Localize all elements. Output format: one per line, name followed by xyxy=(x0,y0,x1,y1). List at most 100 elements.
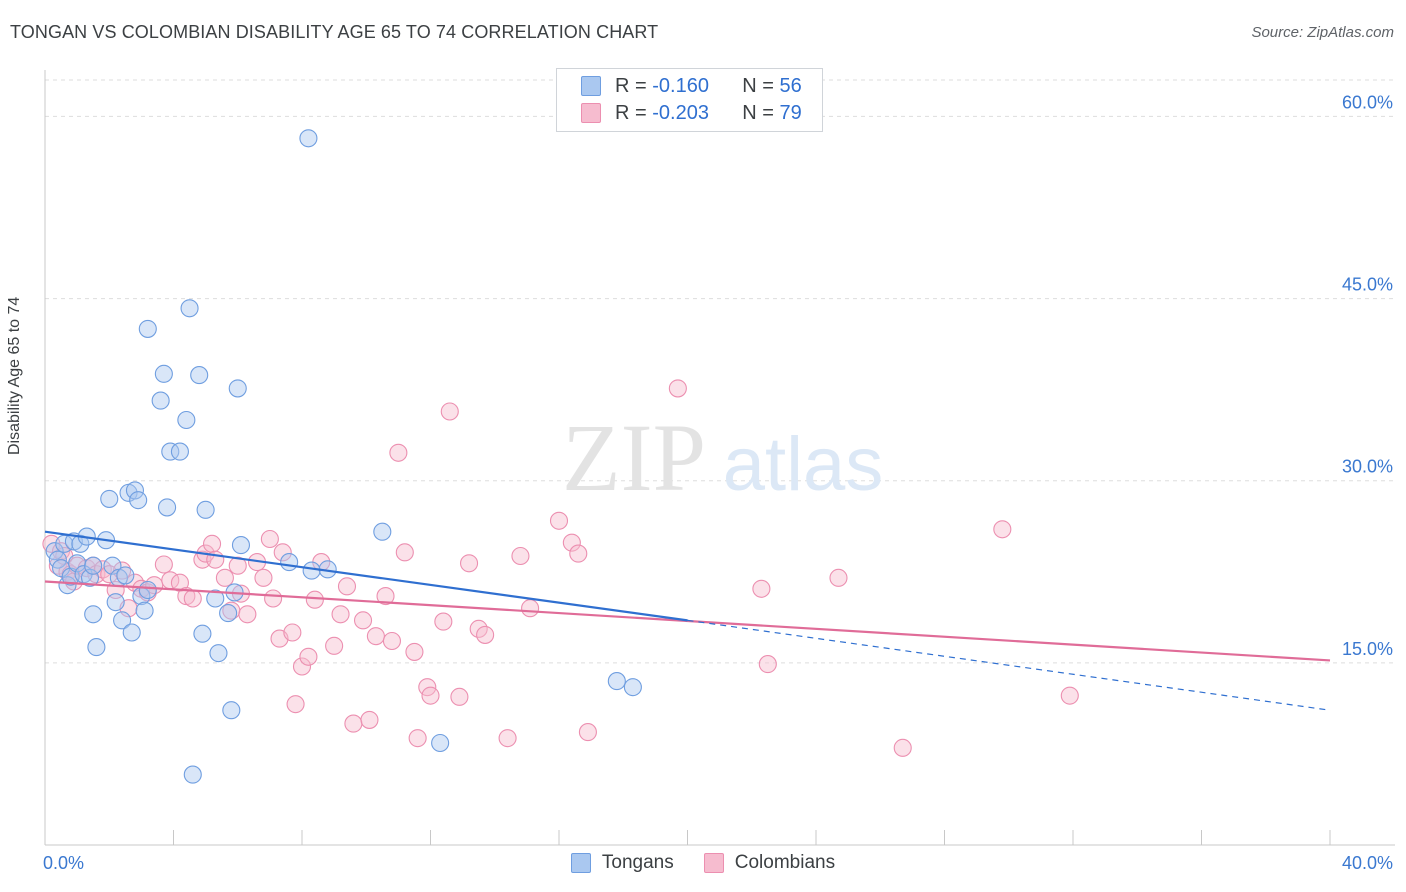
tongan-point xyxy=(193,624,212,643)
colombian-swatch xyxy=(581,103,601,123)
n-value: 79 xyxy=(779,101,802,124)
colombian-point xyxy=(344,714,363,733)
colombian-point xyxy=(264,589,283,608)
r-label: R = xyxy=(615,74,647,97)
tongan-point xyxy=(161,442,180,461)
colombian-point xyxy=(353,611,373,630)
colombian-trend-line xyxy=(44,580,1331,662)
tongan-point xyxy=(183,765,202,784)
watermark-atlas: atlas xyxy=(723,422,884,507)
colombian-point xyxy=(183,589,202,608)
tongan-point xyxy=(623,678,642,697)
tongan-point xyxy=(87,638,106,657)
colombian-point xyxy=(238,605,257,624)
tongan-point xyxy=(158,498,177,517)
x-tick-label: 40.0% xyxy=(1342,853,1393,873)
tongan-point xyxy=(100,489,119,508)
tongan-point xyxy=(106,593,125,612)
colombian-points xyxy=(42,379,1079,757)
tongan-trend-extension xyxy=(687,619,1331,711)
colombian-point xyxy=(337,577,357,596)
tongan-point xyxy=(607,672,626,691)
tongan-point xyxy=(180,299,199,318)
r-label: R = xyxy=(615,101,647,124)
watermark-zip: ZIP xyxy=(562,404,706,511)
colombian-point xyxy=(549,511,569,530)
tongan-point xyxy=(135,601,154,620)
tongan-points xyxy=(45,129,642,784)
tongan-point xyxy=(431,733,450,753)
tongan-point xyxy=(190,366,209,385)
tongan-point xyxy=(373,522,392,541)
tongan-point xyxy=(299,129,318,148)
n-label: N = xyxy=(742,101,774,124)
colombian-point xyxy=(450,687,469,706)
colombian-point xyxy=(376,587,395,606)
y-tick-label: 45.0% xyxy=(1342,275,1393,295)
tongan-point xyxy=(84,605,103,624)
tongan-point xyxy=(222,701,241,720)
colombian-point xyxy=(511,546,530,566)
colombian-point xyxy=(569,544,588,563)
tongan-swatch xyxy=(581,76,601,96)
tongan-point xyxy=(129,491,148,510)
colombian-point xyxy=(408,729,427,748)
legend-item-colombians: Colombians xyxy=(703,852,836,874)
tongan-point xyxy=(113,611,132,630)
colombian-swatch xyxy=(703,853,724,873)
colombian-point xyxy=(154,555,173,574)
colombian-point xyxy=(325,636,344,655)
y-tick-label: 15.0% xyxy=(1342,639,1393,659)
colombian-point xyxy=(299,647,318,666)
tongan-point xyxy=(231,536,251,555)
colombian-point xyxy=(405,642,424,661)
tongan-point xyxy=(228,379,247,398)
colombian-point xyxy=(305,590,324,609)
colombian-point xyxy=(366,627,385,646)
tongan-point xyxy=(206,589,225,608)
watermark: ZIP atlas xyxy=(562,404,883,511)
colombian-point xyxy=(668,379,687,398)
r-value: -0.160 xyxy=(652,74,709,97)
colombian-point xyxy=(254,568,273,587)
tongan-point xyxy=(138,319,157,338)
colombian-point xyxy=(382,631,402,651)
colombian-point xyxy=(893,738,912,757)
colombian-point xyxy=(829,568,848,587)
legend-item-tongans: Tongans xyxy=(570,852,674,874)
colombian-point xyxy=(286,695,305,714)
colombian-point xyxy=(203,534,222,553)
gridlines xyxy=(45,79,1395,664)
colombian-point xyxy=(1060,686,1079,705)
tongan-point xyxy=(68,554,87,573)
colombian-point xyxy=(260,529,279,549)
colombian-point xyxy=(283,623,302,642)
colombian-point xyxy=(389,443,408,462)
tongan-point xyxy=(302,561,321,580)
colombian-point xyxy=(360,710,379,729)
colombian-point xyxy=(578,723,597,742)
legend-label-colombians: Colombians xyxy=(734,852,836,873)
colombian-point xyxy=(292,657,312,676)
colombian-point xyxy=(331,605,350,624)
legend-row-colombians: R = -0.203 N = 79 xyxy=(581,101,802,125)
colombian-point xyxy=(434,612,453,631)
legend-row-tongans: R = -0.160 N = 56 xyxy=(581,74,802,98)
colombian-point xyxy=(476,625,495,644)
tongan-point xyxy=(209,644,228,663)
y-axis-label: Disability Age 65 to 74 xyxy=(6,296,23,455)
y-tick-label: 30.0% xyxy=(1342,457,1393,477)
y-tick-label: 60.0% xyxy=(1342,92,1393,112)
r-value: -0.203 xyxy=(652,101,709,124)
tongan-trend-line xyxy=(44,530,688,622)
stats-legend: R = -0.160 N = 56 R = -0.203 N = 79 xyxy=(556,68,823,132)
n-label: N = xyxy=(742,74,774,97)
colombian-point xyxy=(215,568,234,587)
x-tick-label: 0.0% xyxy=(43,853,84,873)
tongan-point xyxy=(125,481,144,500)
tongan-point xyxy=(177,410,196,430)
colombian-point xyxy=(498,729,517,748)
tick-labels: 15.0% 30.0% 45.0% 60.0% 0.0% 40.0% xyxy=(43,92,1393,873)
tongan-point xyxy=(219,604,238,623)
